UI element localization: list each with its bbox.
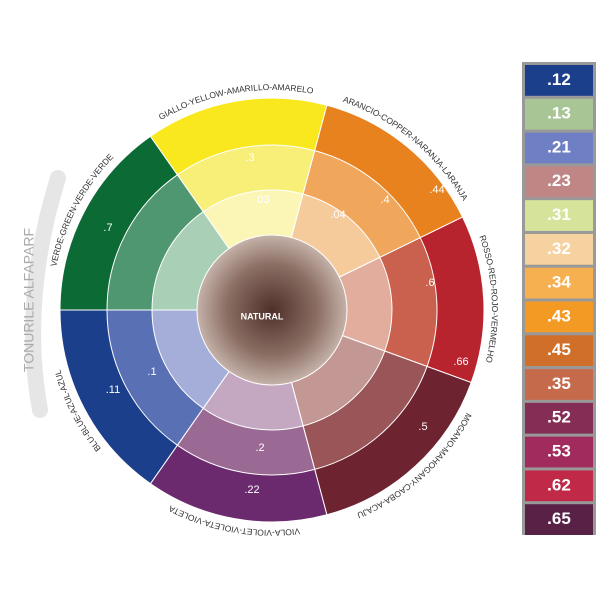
swatch [525,436,593,468]
swatch [525,335,593,367]
wheel: .3.03GIALLO-YELLOW-AMARILLO-AMARELO.44.4… [49,82,500,538]
swatch [525,470,593,502]
shade-code: .03 [254,194,269,206]
swatch-label: .34 [547,273,571,292]
swatch [525,200,593,231]
swatch-label: .65 [547,509,571,528]
swatch-label: .23 [547,171,571,190]
shade-code: .11 [106,384,120,396]
shade-code: .1 [147,366,156,378]
shade-code: .44 [429,184,444,196]
shade-code: .3 [245,152,254,164]
shade-code: .04 [330,209,345,221]
swatch [525,132,593,164]
shade-code: .2 [255,442,264,454]
shade-code: .7 [103,222,112,234]
side-title: TONURILE ALFAPARF [21,228,37,372]
side-arc [25,170,66,418]
swatch [525,267,593,299]
shade-code: .4 [380,194,389,206]
swatch-label: .13 [547,104,571,123]
swatch-column: .12 .13 .21 .23 .31 .32 .34 .43 .45 .35 .52 .53 .62.… [522,62,596,535]
swatch [525,504,593,535]
swatch-label: .35 [547,374,571,393]
swatch [525,98,593,130]
shade-code: .6 [425,277,434,289]
swatch-label: .43 [547,306,571,325]
swatch [525,65,593,96]
shade-code: .66 [453,356,468,368]
swatch-label: .12 [547,70,571,89]
swatch-label: .32 [547,239,571,258]
swatch-label: .21 [547,137,571,156]
swatch-label: .53 [547,442,571,461]
swatch-label: .31 [547,205,571,224]
center-label: NATURAL [241,311,284,321]
swatch [525,233,593,265]
swatch [525,301,593,333]
swatch [525,166,593,198]
swatch-label: .45 [547,340,571,359]
shade-code: .5 [418,421,427,433]
shade-code: .22 [244,484,259,496]
swatch [525,369,593,400]
natural-center [196,234,348,386]
swatch-label: .62 [547,475,571,494]
swatch [525,402,593,434]
swatch-label: .52 [547,408,571,427]
